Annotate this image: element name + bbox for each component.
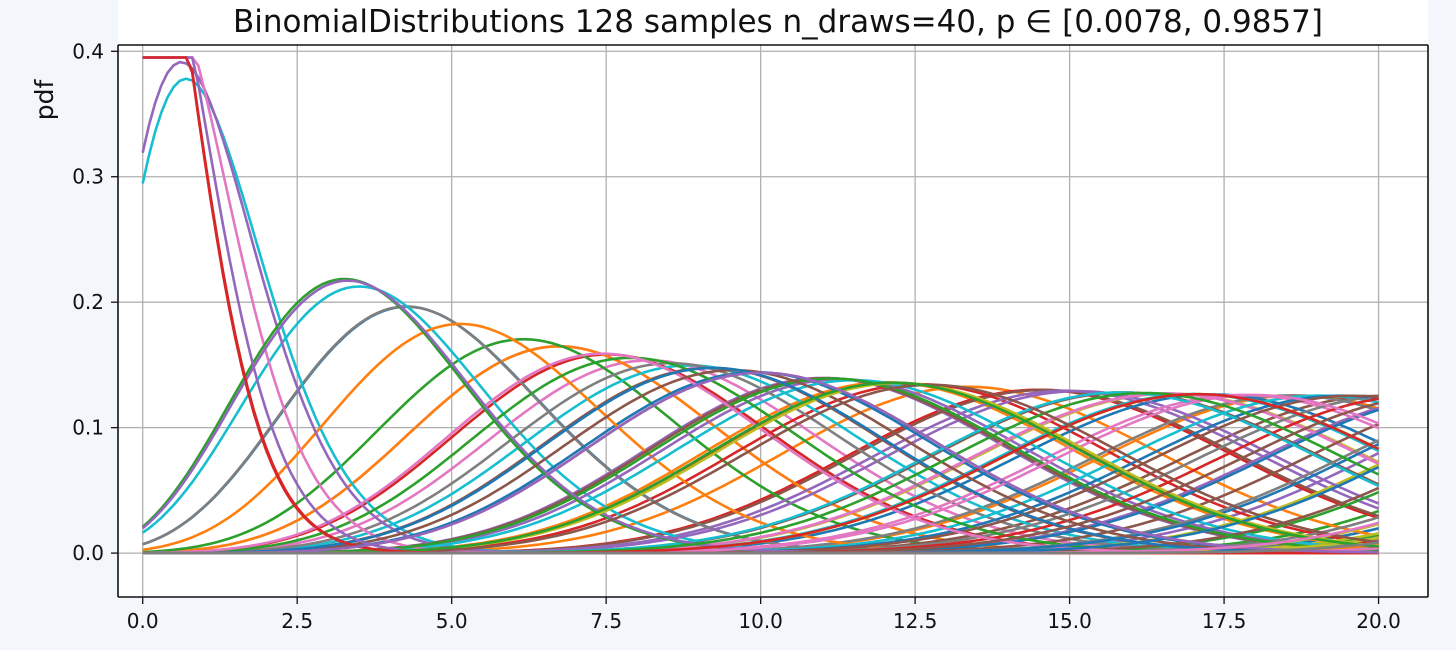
- x-axis-ticks: 0.0 2.5 5.0 7.5 10.0 12.5 15.0 17.5 20.0: [127, 597, 1401, 633]
- x-tick-label: 5.0: [436, 609, 468, 633]
- x-tick-label: 10.0: [738, 609, 783, 633]
- series-line: [142, 364, 1379, 555]
- x-tick-label: 0.0: [127, 609, 159, 633]
- x-tick-label: 2.5: [281, 609, 313, 633]
- y-tick-label: 0.3: [72, 165, 104, 189]
- y-axis-ticks: 0.0 0.1 0.2 0.3 0.4: [72, 39, 118, 565]
- x-tick-label: 12.5: [893, 609, 938, 633]
- y-tick-label: 0.1: [72, 416, 104, 440]
- series-line: [142, 371, 1379, 555]
- x-tick-label: 15.0: [1047, 609, 1092, 633]
- y-tick-label: 0.0: [72, 541, 104, 565]
- title-background: [118, 0, 1428, 44]
- series-line: [142, 541, 1379, 555]
- plot-frame: [117, 44, 1429, 598]
- plot-background: [118, 45, 1428, 597]
- y-axis-label: pdf: [30, 79, 59, 121]
- chart-title: BinomialDistributions 128 samples n_draw…: [233, 4, 1323, 40]
- x-tick-label: 7.5: [590, 609, 622, 633]
- x-tick-label: 20.0: [1356, 609, 1401, 633]
- y-tick-label: 0.2: [72, 290, 104, 314]
- series-line: [142, 366, 1379, 555]
- x-tick-label: 17.5: [1202, 609, 1247, 633]
- y-tick-label: 0.4: [72, 39, 104, 63]
- series-curves: [141, 56, 1380, 555]
